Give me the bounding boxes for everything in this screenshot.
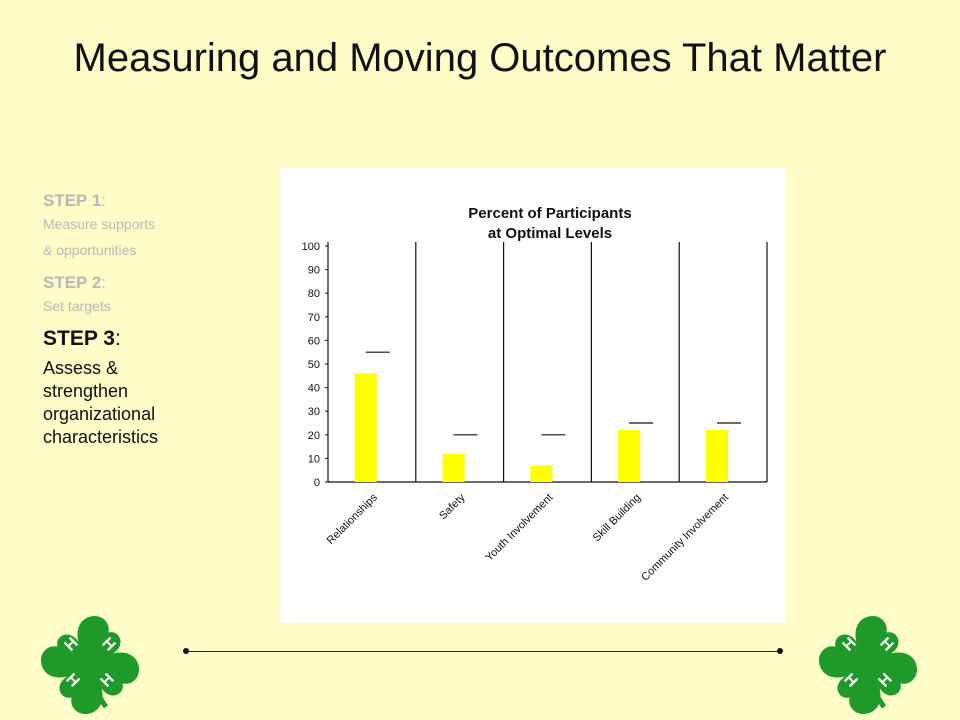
step-3-desc-line: Assess & strengthen organizational chara…: [43, 357, 243, 449]
x-tick-label: Relationships: [325, 491, 381, 547]
x-tick-label: Skill Building: [591, 492, 644, 545]
y-tick-label: 70: [308, 312, 320, 324]
clover-leaves: [818, 615, 918, 715]
bar: [354, 373, 377, 482]
four-h-clover-icon: H H H H: [40, 615, 140, 715]
horizontal-rule: [186, 651, 780, 652]
step-2-desc-line: Set targets: [43, 298, 111, 314]
y-tick-label: 10: [308, 453, 320, 465]
step-3-desc-line-1: Assess &: [43, 358, 119, 378]
clover-leaves: [40, 615, 140, 715]
y-tick-label: 100: [302, 241, 320, 253]
step-3-desc-line-3: organizational: [43, 404, 156, 424]
four-h-clover-icon: H H H H: [818, 615, 918, 715]
step-1-desc-line: & opportunities: [43, 242, 137, 258]
x-tick-label: Youth Involvement: [483, 492, 555, 564]
step-1-desc-line: Measure supports: [43, 216, 156, 232]
step-3-desc-line-2: strengthen: [43, 381, 129, 401]
y-tick-label: 90: [308, 265, 320, 277]
x-tick-label: Safety: [437, 491, 468, 522]
y-tick-label: 80: [308, 288, 320, 300]
chart-panel: Percent of Participants at Optimal Level…: [280, 168, 785, 623]
chart-title: Percent of Participants: [468, 205, 631, 222]
bar: [442, 453, 465, 482]
bar: [530, 465, 553, 482]
steps-list: STEP 1: Measure supports & opportunities…: [43, 191, 243, 449]
y-tick-label: 20: [308, 430, 320, 442]
bar: [705, 430, 728, 482]
step-3-heading: STEP 3:: [43, 327, 121, 350]
y-tick-label: 50: [308, 359, 320, 371]
y-tick-label: 30: [308, 406, 320, 418]
y-tick-label: 40: [308, 383, 320, 395]
bar: [618, 430, 641, 482]
step-1-heading: STEP 1:: [43, 191, 107, 210]
chart-subtitle: at Optimal Levels: [488, 225, 612, 242]
y-tick-label: 60: [308, 335, 320, 347]
slide-title: Measuring and Moving Outcomes That Matte…: [73, 36, 887, 80]
bar-chart: Percent of Participants at Optimal Level…: [302, 205, 768, 584]
step-2-heading: STEP 2:: [43, 273, 107, 292]
x-tick-label: Community Involvement: [639, 492, 731, 584]
plot-area: 0 10 20 30 40 50 60 70 80 90 100 Relationships Safet…: [302, 241, 768, 584]
rule-end-dot: [777, 648, 783, 654]
step-3-desc-line-4: characteristics: [43, 427, 159, 447]
y-tick-label: 0: [314, 477, 320, 489]
